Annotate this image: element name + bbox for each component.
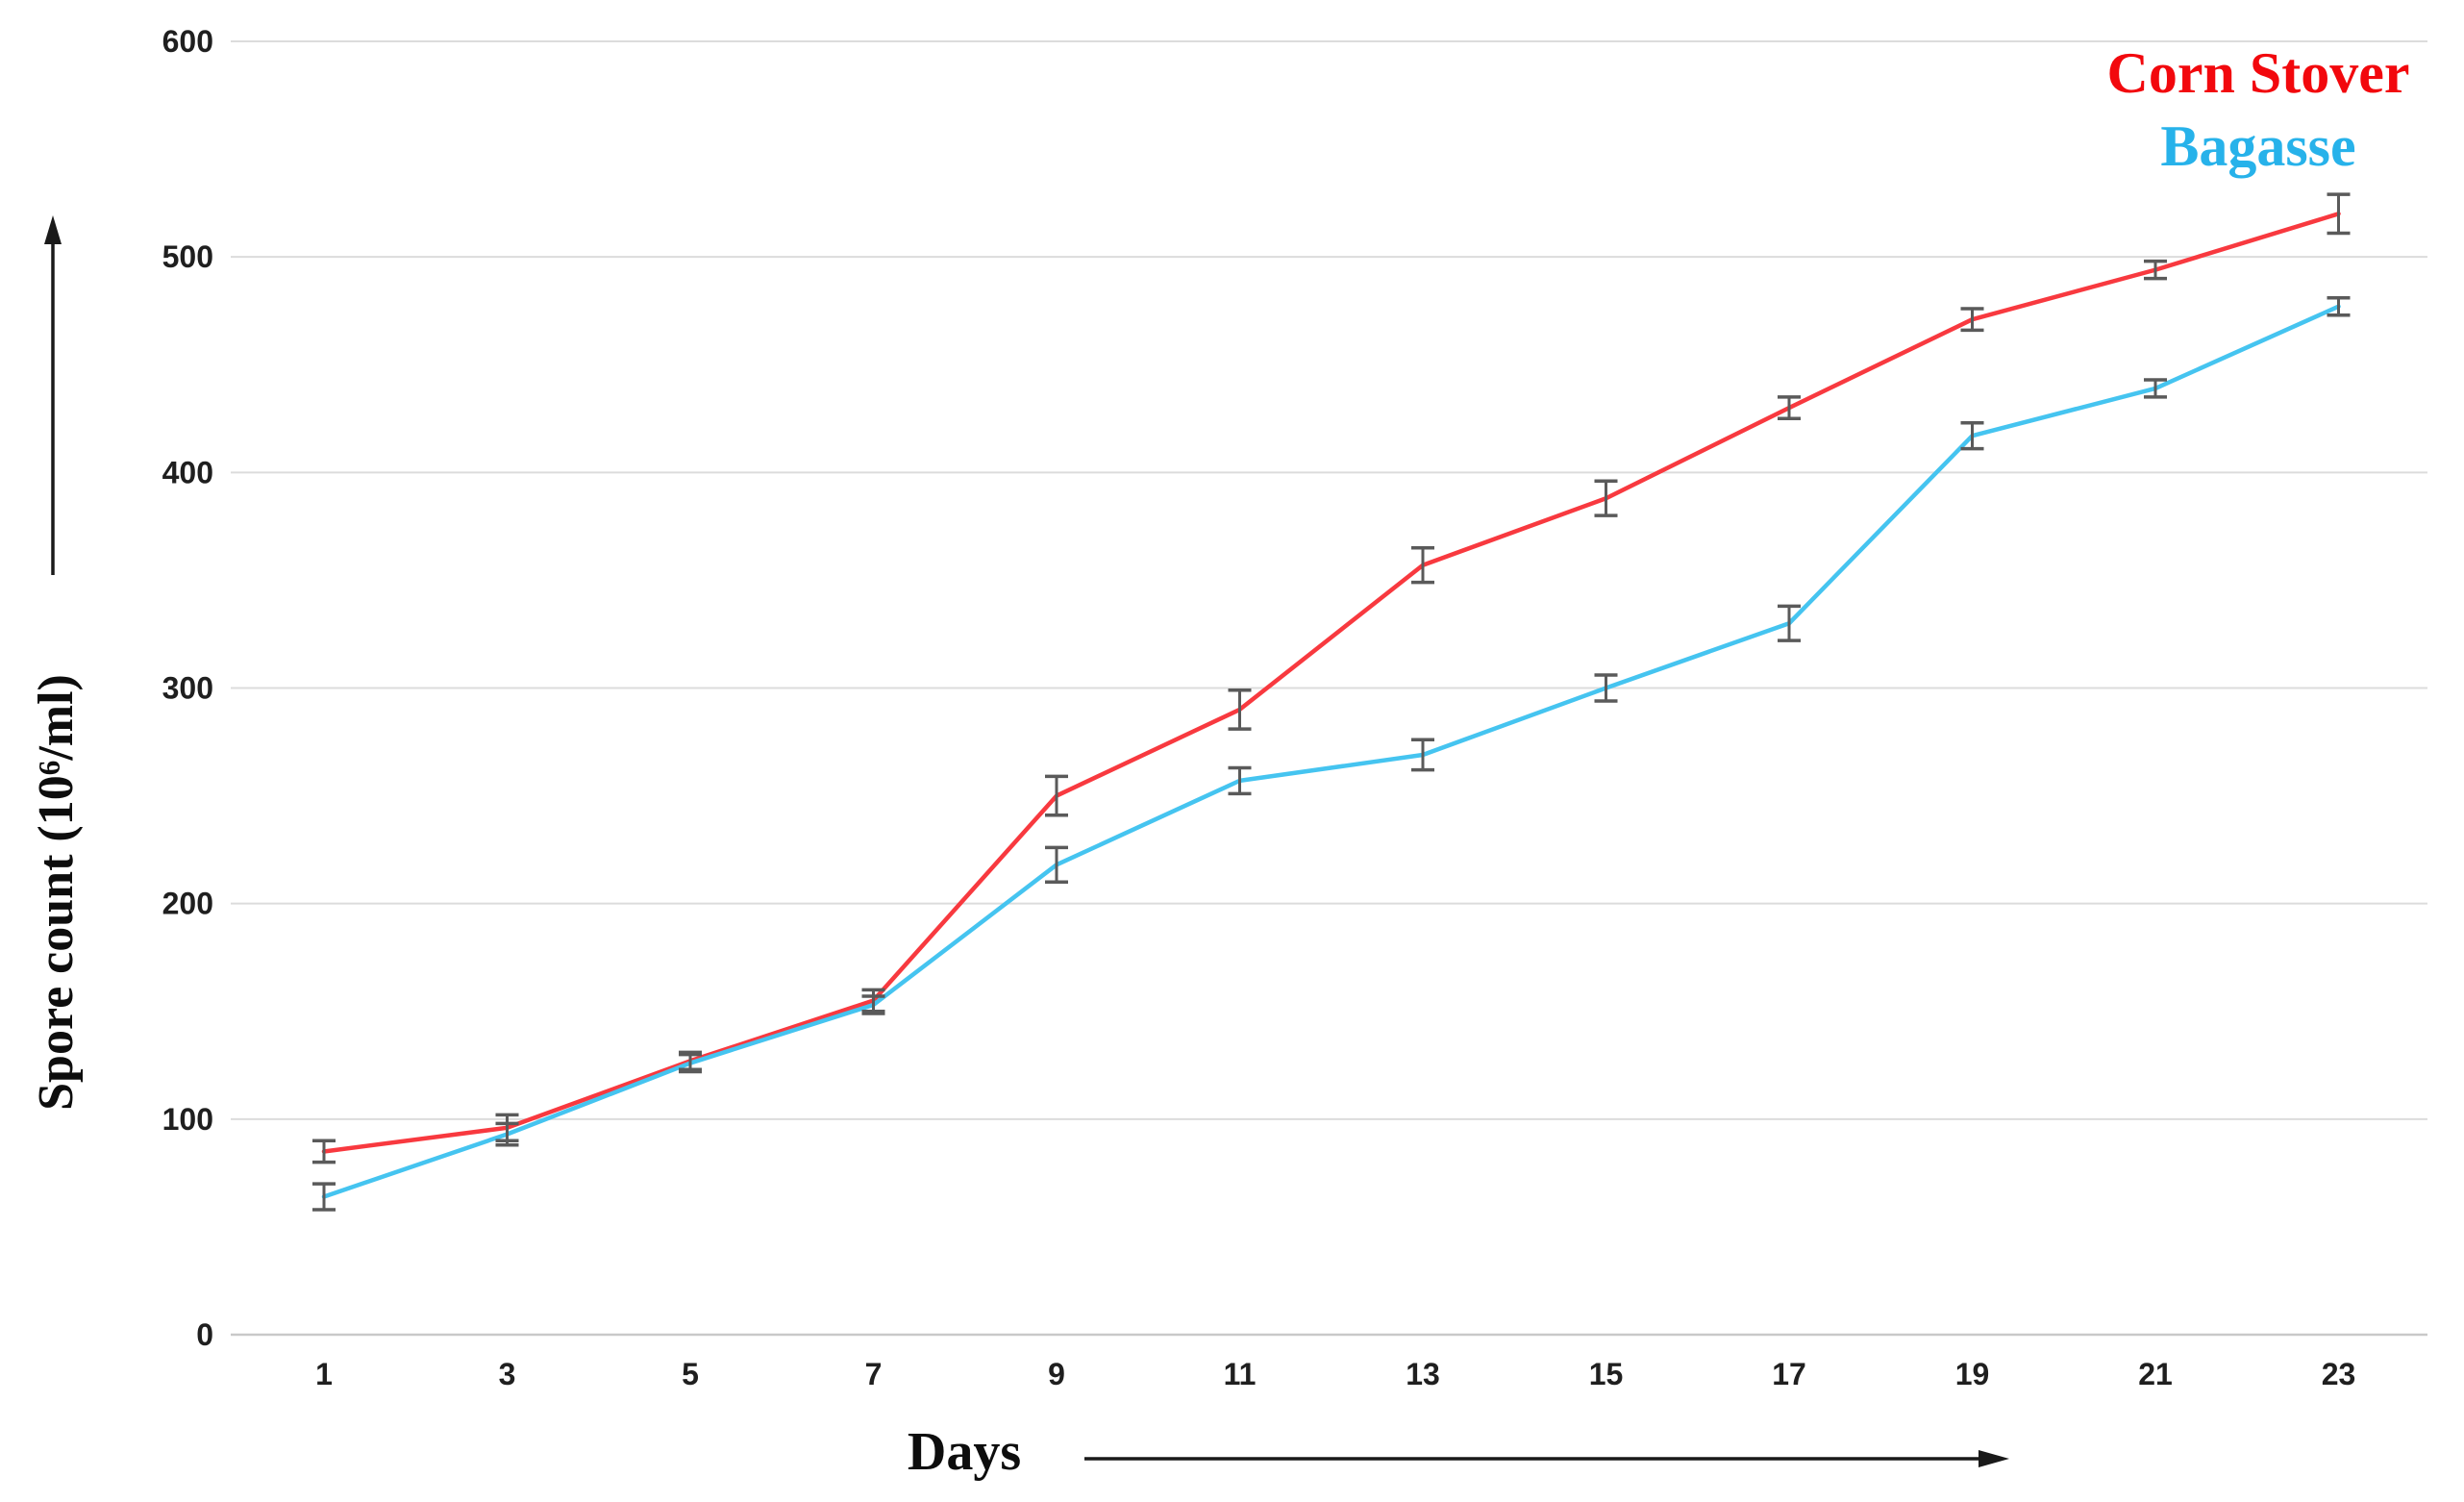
x-tick-label: 19	[1955, 1357, 1990, 1391]
y-tick-label: 400	[162, 455, 213, 489]
up-arrow-icon	[44, 215, 62, 244]
x-axis-title: Days	[907, 1422, 1022, 1482]
y-tick-label: 600	[162, 24, 213, 59]
series-corn-stover	[321, 212, 2341, 1154]
error-bar	[2327, 296, 2351, 317]
x-tick-label: 23	[2322, 1357, 2356, 1391]
error-bar	[1228, 765, 1252, 796]
x-tick-label: 13	[1406, 1357, 1440, 1391]
y-axis-arrow	[44, 215, 62, 575]
error-bar	[2327, 192, 2351, 236]
legend: Corn Stover Bagasse	[2066, 37, 2451, 183]
x-tick-label: 11	[1224, 1357, 1257, 1391]
error-bar	[1960, 421, 1984, 451]
x-axis-arrow	[1084, 1450, 2009, 1467]
right-arrow-icon	[1979, 1450, 2009, 1467]
error-bar	[1778, 604, 1801, 642]
error-bar	[312, 1139, 336, 1164]
error-bar	[861, 994, 885, 1015]
series-line	[321, 304, 2341, 1199]
error-bars-bagasse	[312, 296, 2351, 1212]
gridlines-group	[231, 40, 2427, 1337]
error-bar	[495, 1121, 519, 1147]
error-bar	[1411, 738, 1434, 772]
error-bars-corn-stover	[312, 192, 2351, 1164]
y-tick-label: 200	[162, 887, 213, 921]
error-bar	[679, 1052, 702, 1074]
x-tick-labels-group: 1 3 5 7 9 11 13 15 17 19 21 23	[315, 1357, 2355, 1391]
y-tick-labels-group: 0 100 200 300 400 500 600	[162, 24, 213, 1352]
x-tick-label: 21	[2138, 1357, 2173, 1391]
y-tick-label: 100	[162, 1102, 213, 1137]
error-bar	[1045, 845, 1068, 884]
legend-item-corn-stover: Corn Stover	[2106, 41, 2410, 105]
error-bar	[1045, 774, 1068, 817]
x-tick-label: 1	[315, 1357, 333, 1391]
series-bagasse	[321, 304, 2341, 1199]
error-bar	[2144, 259, 2167, 281]
y-tick-label: 300	[162, 671, 213, 706]
x-tick-label: 5	[682, 1357, 699, 1391]
x-tick-label: 3	[499, 1357, 516, 1391]
error-bar	[1778, 395, 1801, 421]
x-tick-label: 15	[1589, 1357, 1624, 1391]
error-bar	[1960, 307, 1984, 333]
error-bar	[1228, 688, 1252, 731]
y-tick-label: 500	[162, 239, 213, 274]
legend-item-bagasse: Bagasse	[2160, 114, 2356, 178]
error-bar	[2144, 378, 2167, 399]
x-tick-label: 7	[865, 1357, 883, 1391]
y-tick-label: 0	[196, 1317, 213, 1352]
x-tick-label: 9	[1048, 1357, 1065, 1391]
error-bar	[1411, 546, 1434, 585]
error-bar	[312, 1182, 336, 1212]
y-axis-title: Spore count (10⁶/ml)	[29, 674, 84, 1111]
error-bar	[1594, 479, 1618, 517]
x-tick-label: 17	[1772, 1357, 1806, 1391]
error-bar	[1594, 673, 1618, 703]
series-line	[321, 212, 2341, 1154]
